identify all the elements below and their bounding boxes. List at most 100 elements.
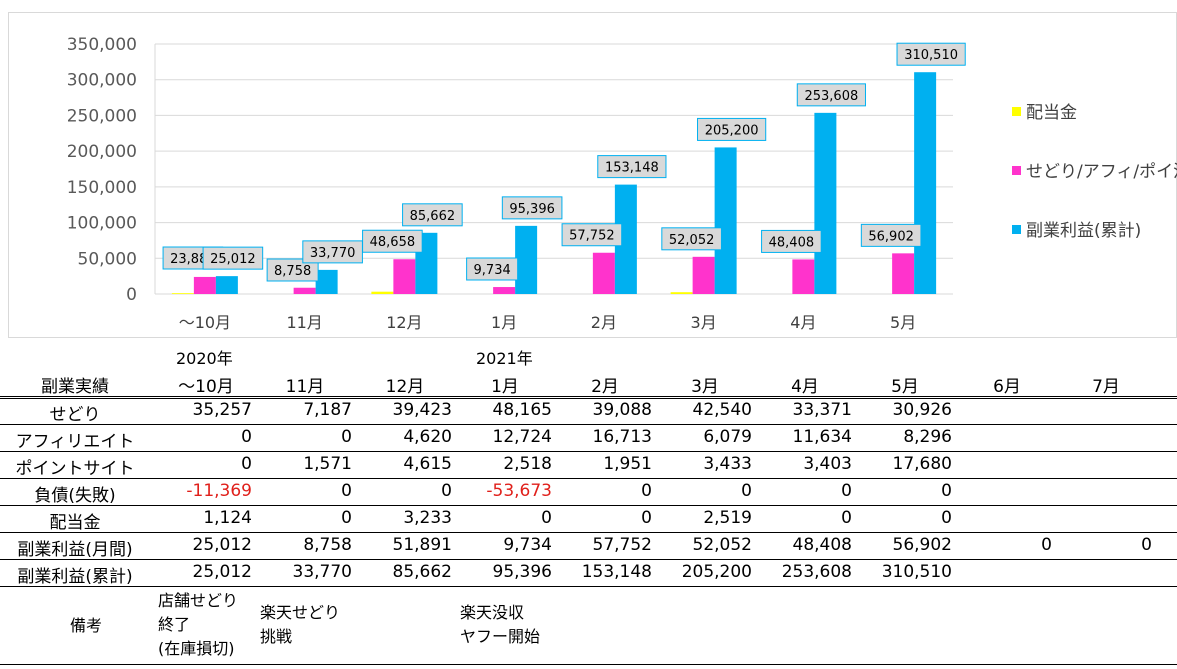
data-label-1-2: 48,658 <box>370 235 416 250</box>
x-tick-label: ～10月 <box>179 313 231 332</box>
table-cell: 33,770 <box>292 562 352 582</box>
data-label-1-4-box <box>561 223 623 247</box>
row-label: 副業利益(月間) <box>17 540 133 560</box>
year-label-2020: 2020年 <box>176 349 233 368</box>
bar-0-5 <box>670 292 693 294</box>
table-cell: 0 <box>1041 535 1052 555</box>
table-cell: 51,891 <box>392 535 452 555</box>
bar-1-7 <box>892 253 915 294</box>
y-tick-label: 300,000 <box>67 71 137 91</box>
data-label-1-3: 9,734 <box>474 263 511 278</box>
table-cell: 85,662 <box>392 562 452 582</box>
table-cell: 7,187 <box>303 400 352 420</box>
table-cell: 0 <box>841 481 852 501</box>
table-cell: -11,369 <box>186 481 252 501</box>
note-oct: 店舗せどり 終了 (在庫損切) <box>158 591 239 658</box>
data-label-1-5-box <box>661 227 722 251</box>
x-tick-label: 3月 <box>691 313 717 332</box>
table-cell: 253,608 <box>781 562 852 582</box>
bar-chart: 0 50,000 100,000 150,000 200,000 250,000 300,0… <box>8 12 1177 338</box>
y-tick-label: 350,000 <box>67 35 137 55</box>
table-cell: 1,124 <box>203 508 252 528</box>
table-cell: 57,752 <box>592 535 652 555</box>
table-cell: 48,408 <box>792 535 852 555</box>
data-label-1-1: 8,758 <box>274 264 311 279</box>
legend-swatch-2 <box>1012 225 1021 234</box>
table-cell: 3,433 <box>703 454 752 474</box>
data-label-1-3-box <box>466 257 519 281</box>
note-nov: 楽天せどり 挑戦 <box>260 603 341 646</box>
chart-area: 0 50,000 100,000 150,000 200,000 250,000 300,0… <box>8 12 1177 338</box>
column-header: 7月 <box>1092 377 1120 397</box>
table-cell: 0 <box>941 508 952 528</box>
bar-1-5 <box>692 256 715 294</box>
table-cell: 8,296 <box>903 427 952 447</box>
table-row: アフィリエイト 0 0 4,620 12,724 16,713 6,079 11,634 8,2… <box>0 424 1177 452</box>
data-label-1-7-box <box>860 223 922 247</box>
x-tick-label: 5月 <box>890 313 916 332</box>
x-tick-label: 1月 <box>491 313 517 332</box>
table-cell: -53,673 <box>486 481 552 501</box>
data-label-2-7: 310,510 <box>904 48 958 63</box>
table-cell: 4,615 <box>403 454 452 474</box>
bar-1-3 <box>493 287 516 294</box>
table-cell: 0 <box>241 427 252 447</box>
x-tick-label: 4月 <box>790 313 816 332</box>
table-row: ポイントサイト 0 1,571 4,615 2,518 1,951 3,433 3,403 17… <box>0 451 1177 479</box>
row-label: アフィリエイト <box>15 432 135 452</box>
data-label-2-1: 33,770 <box>310 246 356 261</box>
column-header: 2月 <box>591 377 619 397</box>
y-tick-label: 50,000 <box>78 249 137 269</box>
table-cell: 310,510 <box>881 562 952 582</box>
data-label-2-5: 205,200 <box>705 123 759 138</box>
data-label-2-3: 95,396 <box>509 202 555 217</box>
table-row: 負債(失敗) -11,369 0 0 -53,673 0 0 0 0 <box>0 478 1177 506</box>
bar-1-1 <box>293 287 316 294</box>
table-cell: 56,902 <box>892 535 952 555</box>
bar-1-0 <box>193 276 216 294</box>
data-label-2-0-box <box>202 246 264 270</box>
table-row: 配当金 1,124 0 3,233 0 0 2,519 0 0 <box>0 505 1177 533</box>
header-rule-double <box>0 398 1177 399</box>
table-cell: 205,200 <box>681 562 752 582</box>
column-header: 1月 <box>491 377 519 397</box>
row-rule <box>0 532 1177 533</box>
y-tick-label: 100,000 <box>67 214 137 234</box>
bar-2-1 <box>315 269 338 294</box>
table-cell: 153,148 <box>581 562 652 582</box>
y-tick-label: 0 <box>126 285 137 305</box>
note-jan: 楽天没収 ヤフー開始 <box>460 603 541 646</box>
table-cell: 8,758 <box>303 535 352 555</box>
column-header: 12月 <box>385 377 425 397</box>
data-label-1-6: 48,408 <box>769 235 815 250</box>
table-row: せどり 35,257 7,187 39,423 48,165 39,088 42,540 33… <box>0 397 1177 425</box>
legend-swatch-0 <box>1012 107 1021 116</box>
table-cell: 6,079 <box>703 427 752 447</box>
table-cell: 35,257 <box>192 400 252 420</box>
table-cell: 11,634 <box>792 427 852 447</box>
table-cell: 33,371 <box>792 400 852 420</box>
data-label-2-1-box <box>302 240 363 264</box>
table-cell: 12,724 <box>492 427 552 447</box>
data-label-2-5-box <box>697 117 767 141</box>
table-row: 副業利益(累計) 25,012 33,770 85,662 95,396 153,148 2… <box>0 559 1177 587</box>
data-label-2-6: 253,608 <box>804 89 858 104</box>
data-label-2-2: 85,662 <box>410 209 456 224</box>
x-tick-label: 12月 <box>386 313 422 332</box>
table-cell: 42,540 <box>692 400 752 420</box>
column-header: 6月 <box>993 377 1021 397</box>
column-header: 4月 <box>791 377 819 397</box>
table-cell: 1,951 <box>603 454 652 474</box>
row-label: せどり <box>49 405 101 425</box>
row-rule <box>0 586 1177 587</box>
legend-label-2: 副業利益(累計) <box>1026 221 1141 241</box>
table-cell: 39,088 <box>592 400 652 420</box>
table-row: 副業利益(月間) 25,012 8,758 51,891 9,734 57,752 52,0… <box>0 532 1177 560</box>
table-cell: 48,165 <box>492 400 552 420</box>
data-label-1-7: 56,902 <box>868 229 914 244</box>
table-cell: 3,233 <box>403 508 452 528</box>
row-rule <box>0 478 1177 479</box>
table-cell: 0 <box>441 481 452 501</box>
data-label-2-4: 153,148 <box>605 161 659 176</box>
table-cell: 17,680 <box>892 454 952 474</box>
